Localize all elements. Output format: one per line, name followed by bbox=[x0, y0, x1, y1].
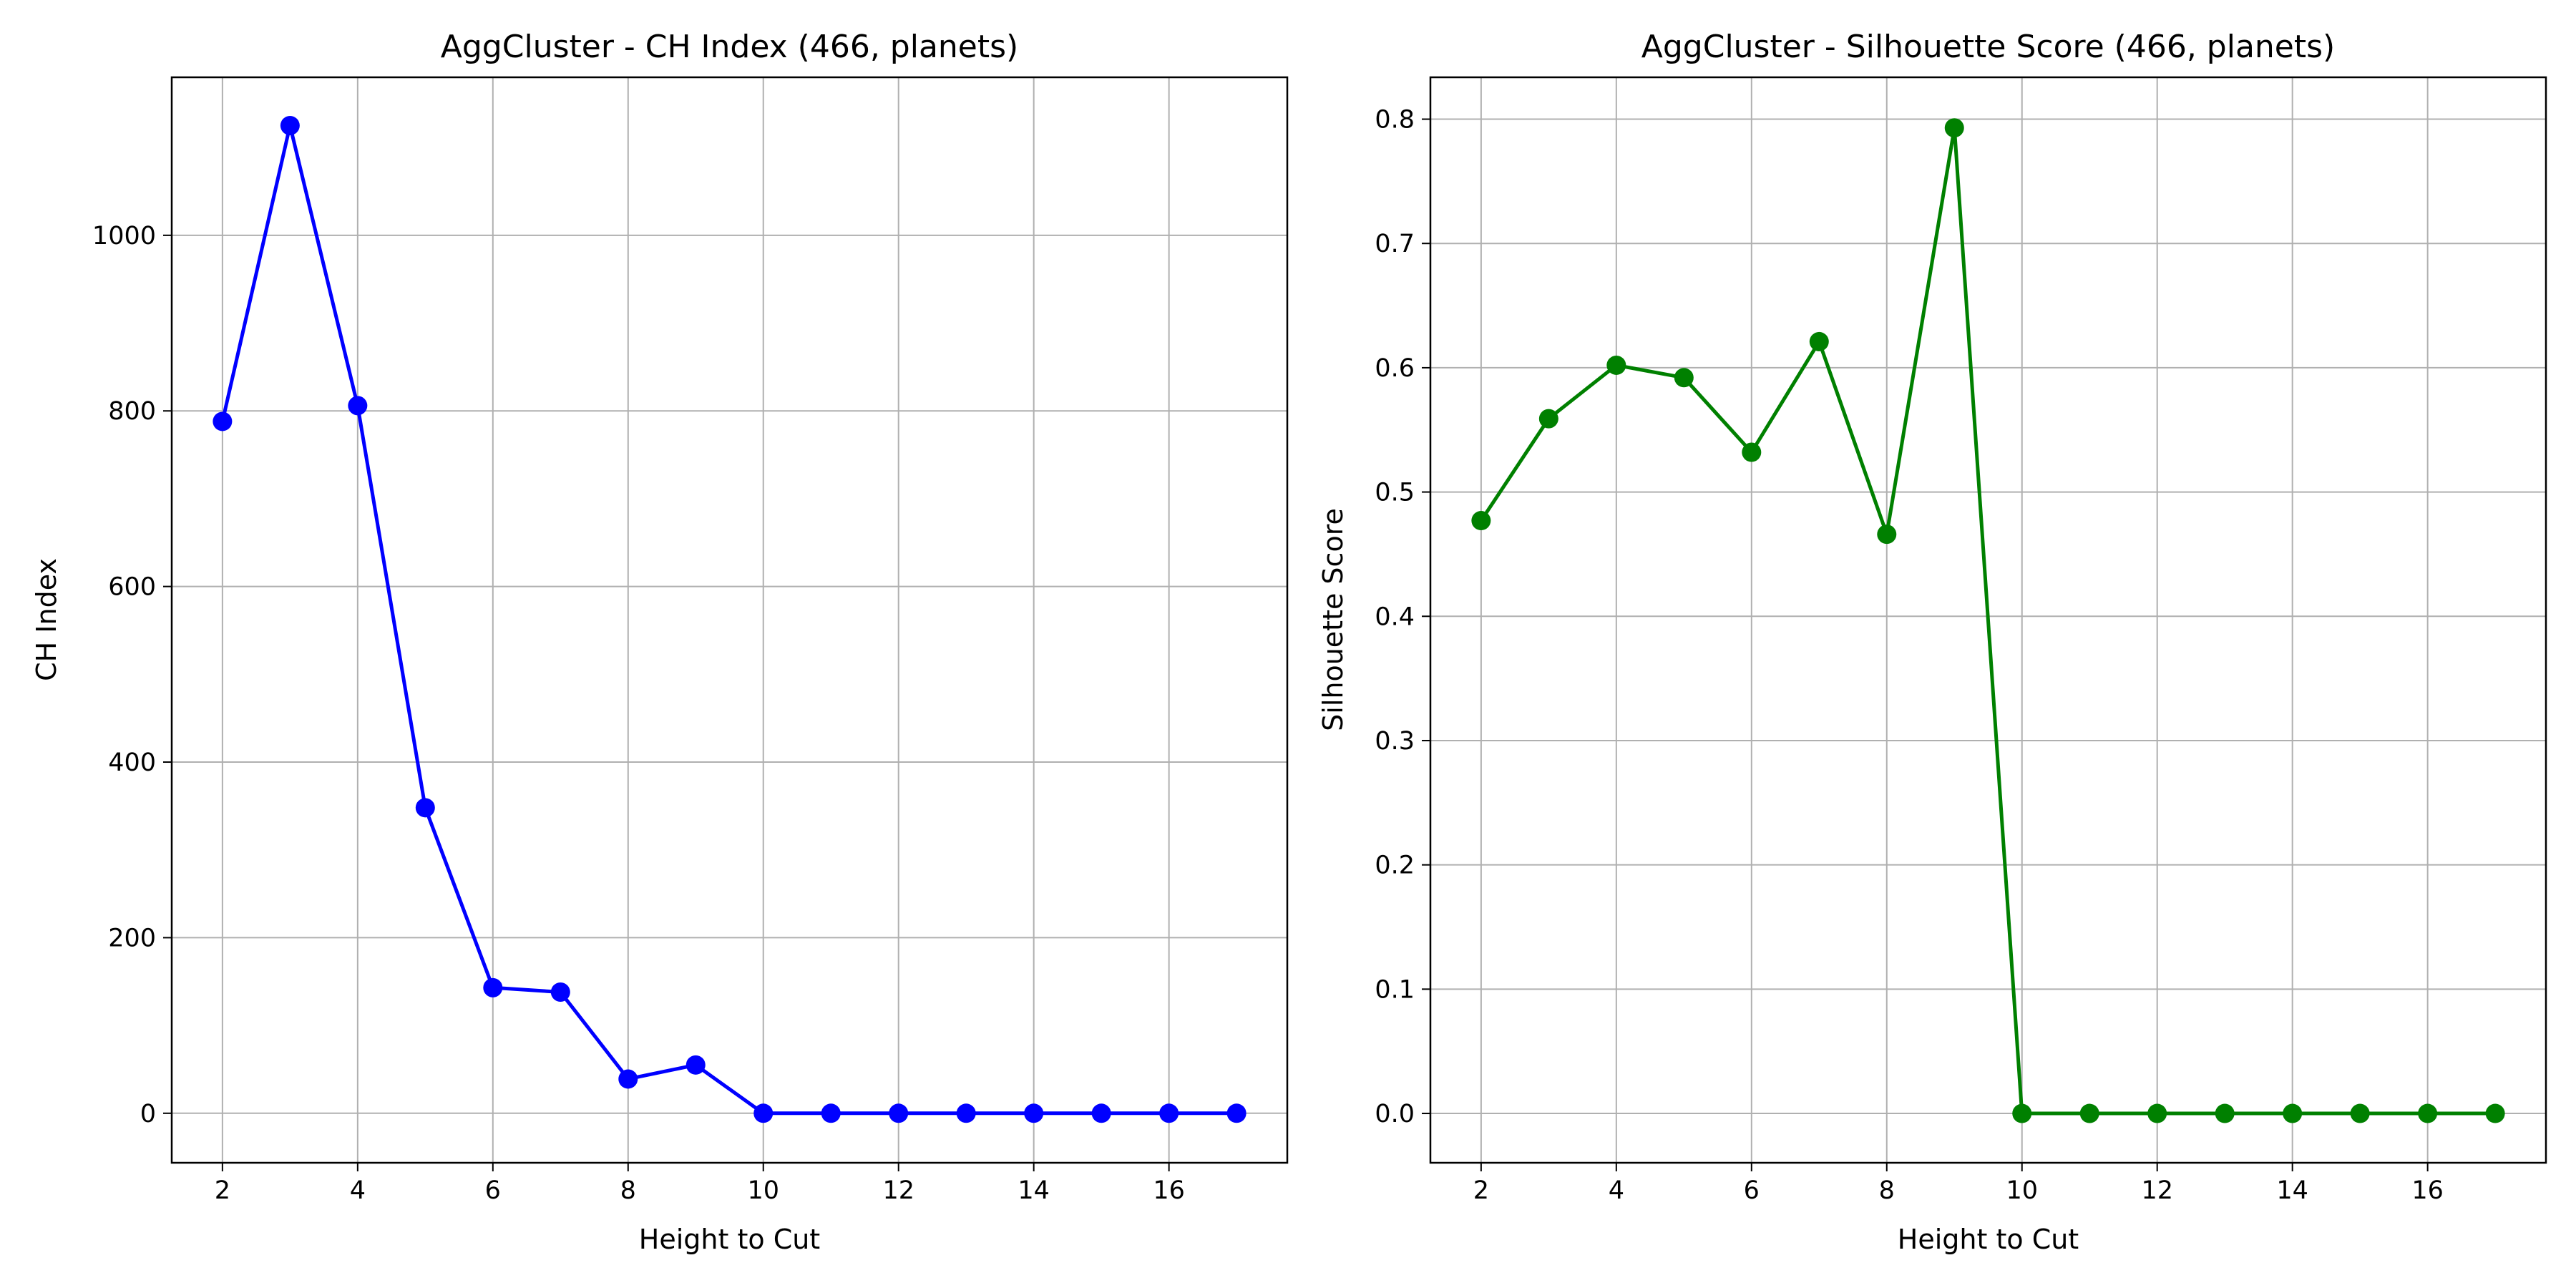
silhouette-score-data-point bbox=[1809, 331, 1829, 351]
silhouette-score-x-tick-label: 16 bbox=[2411, 1176, 2444, 1205]
silhouette-score-x-tick-label: 14 bbox=[2276, 1176, 2308, 1205]
ch-index-x-tick-label: 10 bbox=[747, 1176, 779, 1205]
silhouette-score-x-tick-label: 6 bbox=[1744, 1176, 1760, 1205]
ch-index-data-point bbox=[213, 411, 233, 431]
silhouette-score-x-axis-label: Height to Cut bbox=[1898, 1224, 2079, 1255]
silhouette-score-x-tick-label: 2 bbox=[1473, 1176, 1489, 1205]
silhouette-score-data-point bbox=[1877, 525, 1897, 545]
silhouette-score-y-tick-label: 0.6 bbox=[1375, 354, 1415, 383]
ch-index-grid bbox=[172, 77, 1287, 1163]
ch-index-data-point bbox=[483, 977, 503, 997]
silhouette-score-series bbox=[1471, 118, 2505, 1123]
ch-index-x-tick-label: 4 bbox=[350, 1176, 366, 1205]
silhouette-score-data-point bbox=[2147, 1103, 2167, 1123]
ch-index-data-point bbox=[821, 1103, 841, 1123]
ch-index-y-tick-label: 1000 bbox=[92, 222, 156, 250]
silhouette-score-data-point bbox=[1606, 355, 1626, 375]
silhouette-score-x-tick-label: 12 bbox=[2141, 1176, 2173, 1205]
silhouette-score-x-tick-label: 8 bbox=[1879, 1176, 1895, 1205]
ch-index-data-point bbox=[753, 1103, 774, 1123]
ch-index-x-tick-label: 16 bbox=[1153, 1176, 1185, 1205]
silhouette-score-y-tick-label: 0.5 bbox=[1375, 479, 1415, 507]
ch-index-y-tick-label: 400 bbox=[108, 748, 156, 777]
silhouette-score-y-tick-label: 0.1 bbox=[1375, 975, 1415, 1004]
ch-index-x-axis-label: Height to Cut bbox=[639, 1224, 820, 1255]
ch-index-data-point bbox=[956, 1103, 976, 1123]
silhouette-score-y-tick-label: 0.3 bbox=[1375, 727, 1415, 756]
ch-index-y-tick-label: 0 bbox=[140, 1100, 156, 1128]
silhouette-score-data-point bbox=[2485, 1103, 2505, 1123]
ch-index-y-axis-label: CH Index bbox=[31, 558, 62, 681]
silhouette-score-data-point bbox=[2418, 1103, 2438, 1123]
ch-index-series-line bbox=[220, 124, 1237, 1116]
silhouette-score-axes-frame bbox=[1429, 76, 2547, 1164]
ch-index-data-point bbox=[1159, 1103, 1179, 1123]
ch-index-x-tick-label: 8 bbox=[620, 1176, 636, 1205]
ch-index-x-tick-label: 12 bbox=[882, 1176, 914, 1205]
silhouette-score-data-point bbox=[2283, 1103, 2303, 1123]
silhouette-score-data-point bbox=[2012, 1103, 2032, 1123]
ch-index-data-point bbox=[618, 1069, 638, 1089]
silhouette-score-data-point bbox=[1674, 368, 1694, 388]
silhouette-score-series-line bbox=[1479, 126, 2496, 1116]
ch-index-ticks: 2 4 6 8 10 12 14 16 0 200 400 600 800 1000 bbox=[92, 222, 1185, 1205]
ch-index-y-tick-label: 600 bbox=[108, 573, 156, 602]
silhouette-score-y-tick-label: 0.4 bbox=[1375, 602, 1415, 631]
ch-index-data-point bbox=[415, 798, 435, 818]
silhouette-score-data-point bbox=[2215, 1103, 2235, 1123]
ch-index-data-point bbox=[686, 1055, 706, 1075]
ch-index-x-tick-label: 2 bbox=[215, 1176, 230, 1205]
silhouette-score-y-tick-label: 0.2 bbox=[1375, 852, 1415, 880]
silhouette-score-y-tick-label: 0.8 bbox=[1375, 106, 1415, 135]
ch-index-data-point bbox=[1226, 1103, 1246, 1123]
silhouette-score-y-tick-label: 0.7 bbox=[1375, 230, 1415, 258]
silhouette-score-y-axis-label: Silhouette Score bbox=[1317, 508, 1349, 731]
ch-index-chart: 2 4 6 8 10 12 14 16 0 200 400 600 800 1000 AggCluster… bbox=[31, 29, 1289, 1255]
ch-index-data-point bbox=[550, 982, 570, 1002]
ch-index-series bbox=[213, 115, 1246, 1123]
silhouette-score-grid bbox=[1430, 77, 2546, 1163]
ch-index-data-point bbox=[348, 396, 368, 416]
silhouette-score-x-tick-label: 4 bbox=[1609, 1176, 1624, 1205]
silhouette-score-data-point bbox=[1944, 118, 1964, 138]
ch-index-y-tick-label: 200 bbox=[108, 924, 156, 952]
silhouette-score-data-point bbox=[2350, 1103, 2370, 1123]
silhouette-score-ticks: 2 4 6 8 10 12 14 16 0.0 0.1 0.2 0.3 0.4 0.5 0.6 0.7 0.8 bbox=[1375, 106, 2444, 1205]
silhouette-score-chart-title: AggCluster - Silhouette Score (466, plan… bbox=[1641, 29, 2335, 65]
silhouette-score-data-point bbox=[1538, 409, 1558, 429]
ch-index-x-tick-label: 14 bbox=[1018, 1176, 1050, 1205]
ch-index-data-point bbox=[1024, 1103, 1044, 1123]
ch-index-data-point bbox=[1091, 1103, 1111, 1123]
silhouette-score-chart: 2 4 6 8 10 12 14 160.00.10.20.30.40.50.60.70.8 … bbox=[1317, 29, 2547, 1255]
silhouette-score-y-tick-label: 0.0 bbox=[1375, 1100, 1415, 1128]
ch-index-axes-frame bbox=[170, 76, 1289, 1164]
ch-index-data-point bbox=[889, 1103, 909, 1123]
ch-index-x-tick-label: 6 bbox=[485, 1176, 501, 1205]
silhouette-score-data-point bbox=[1742, 442, 1762, 462]
ch-index-data-point bbox=[280, 115, 300, 135]
silhouette-score-data-point bbox=[1471, 511, 1491, 531]
ch-index-chart-title: AggCluster - CH Index (466, planets) bbox=[441, 29, 1018, 65]
silhouette-score-x-tick-label: 10 bbox=[2006, 1176, 2038, 1205]
silhouette-score-data-point bbox=[2079, 1103, 2099, 1123]
ch-index-y-tick-label: 800 bbox=[108, 397, 156, 426]
